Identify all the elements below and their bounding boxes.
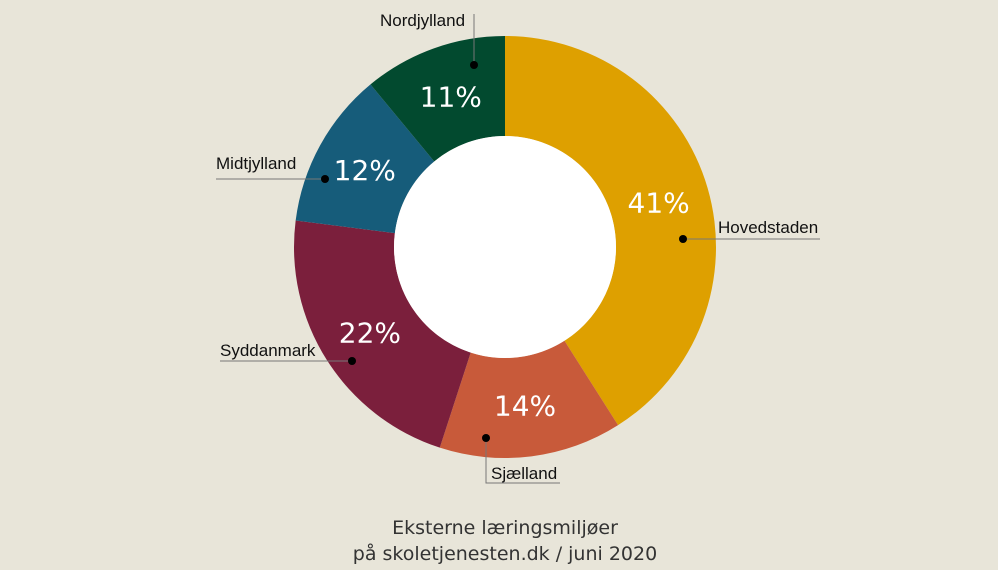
callout-dot-midtjylland — [321, 175, 329, 183]
slice-midtjylland — [295, 84, 435, 234]
region-label-nordjylland: Nordjylland — [380, 11, 465, 30]
region-callouts: Hovedstaden Sjælland Syddanmark Midtjylland… — [216, 11, 820, 484]
region-label-midtjylland: Midtjylland — [216, 154, 296, 173]
callout-dot-hovedstaden — [679, 235, 687, 243]
caption-line-1: Eksterne læringsmiljøer — [392, 517, 618, 539]
region-label-syddanmark: Syddanmark — [220, 341, 316, 360]
pct-label-syddanmark: 22% — [339, 317, 401, 350]
donut-hole — [394, 136, 616, 358]
region-label-sjælland: Sjælland — [491, 464, 557, 483]
pct-label-midtjylland: 12% — [334, 154, 396, 187]
region-label-hovedstaden: Hovedstaden — [718, 218, 818, 237]
slice-sjælland — [439, 340, 619, 458]
donut-slices — [294, 36, 716, 458]
caption-line-2: på skoletjenesten.dk / juni 2020 — [353, 542, 657, 565]
callout-dot-nordjylland — [470, 61, 478, 69]
callout-dot-sjælland — [482, 434, 490, 442]
slice-hovedstaden — [505, 36, 716, 426]
leader-sjælland — [485, 438, 560, 484]
pct-label-sjælland: 14% — [494, 390, 556, 423]
callout-dot-syddanmark — [348, 357, 356, 365]
pct-label-hovedstaden: 41% — [628, 186, 690, 219]
slice-syddanmark — [294, 220, 471, 448]
percentage-labels: 41% 14% 22% 12% 11% — [334, 80, 690, 422]
pct-label-nordjylland: 11% — [420, 80, 482, 113]
